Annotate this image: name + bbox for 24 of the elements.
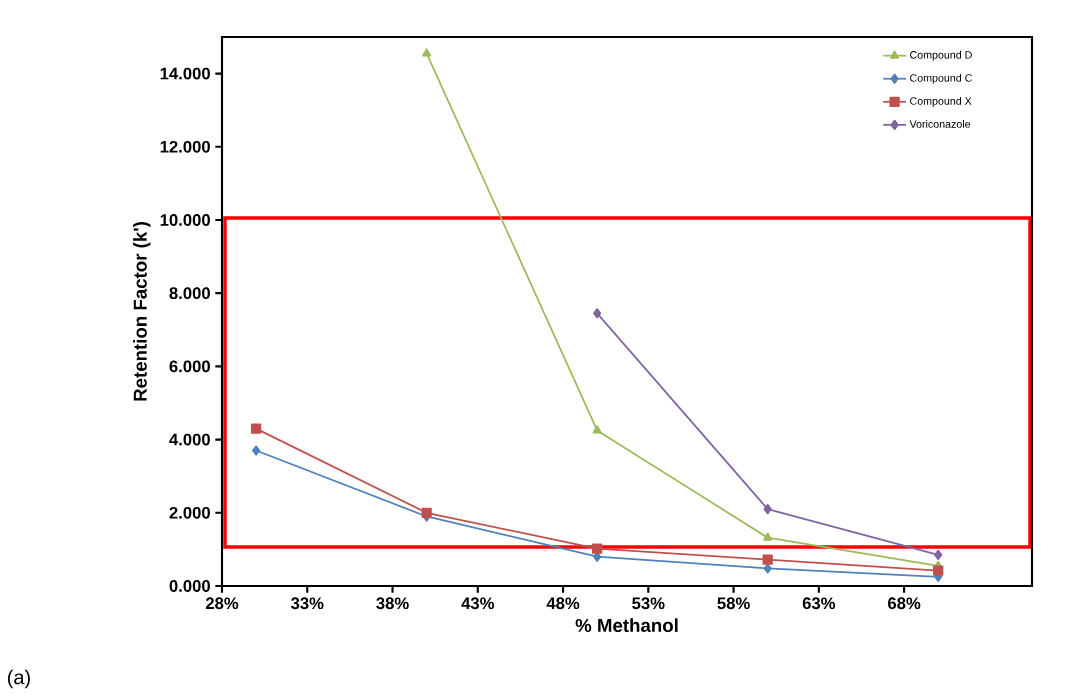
y-tick-label: 0.000 xyxy=(169,580,210,592)
y-tick-label: 6.000 xyxy=(169,360,210,373)
text: (a) xyxy=(7,669,30,689)
x-tick-label: 63% xyxy=(802,597,836,610)
y-tick-label: 12.000 xyxy=(160,140,210,153)
y-tick-label: 8.000 xyxy=(169,287,210,300)
y-tick-label: 14.000 xyxy=(160,67,210,80)
x-tick-label: 38% xyxy=(376,597,409,610)
legend-label: Compound D xyxy=(910,50,972,61)
legend-label: Voriconazole xyxy=(909,120,971,128)
y-tick-label: 10.000 xyxy=(160,214,210,226)
legend-label: Compound X xyxy=(910,96,972,107)
x-tick-label: 53% xyxy=(632,597,665,610)
y-tick-label: 4.000 xyxy=(169,433,210,446)
x-tick-label: 68% xyxy=(888,597,921,610)
y-tick-label: 2.000 xyxy=(169,506,210,519)
x-tick-label: 58% xyxy=(717,597,750,610)
legend-label: Compound C xyxy=(910,73,972,84)
y-axis-title: Retention Factor (k') xyxy=(133,222,151,401)
x-tick-label: 48% xyxy=(546,597,580,610)
x-axis-title: % Methanol xyxy=(575,618,678,633)
x-tick-label: 33% xyxy=(290,597,324,610)
x-tick-label: 43% xyxy=(461,597,495,610)
x-tick-label: 28% xyxy=(205,597,239,610)
